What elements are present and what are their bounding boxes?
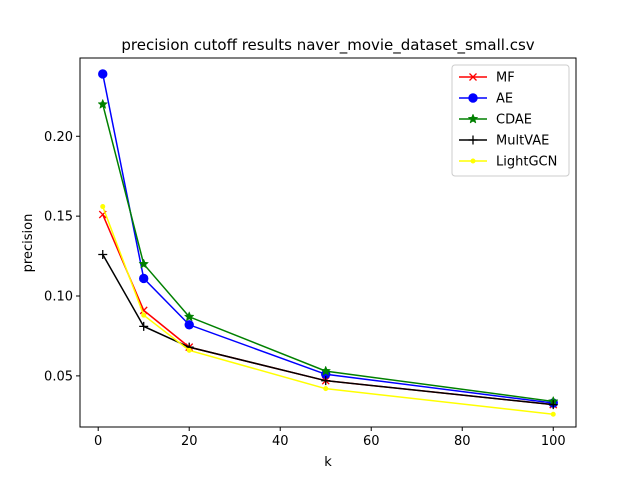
chart-title: precision cutoff results naver_movie_dat… <box>121 36 534 55</box>
data-point <box>183 311 195 322</box>
legend-label: MultVAE <box>496 134 549 149</box>
x-tick-label: 60 <box>363 434 380 449</box>
y-axis: 0.05 0.10 0.15 0.20 <box>44 130 80 384</box>
data-point <box>321 376 331 386</box>
y-tick-label: 0.05 <box>44 369 73 384</box>
series-mf <box>98 210 558 409</box>
series-lightgcn <box>100 204 556 417</box>
data-point <box>548 400 558 410</box>
data-point <box>139 321 149 331</box>
data-point <box>186 347 192 353</box>
legend-label: LightGCN <box>496 155 557 170</box>
data-point <box>550 411 556 417</box>
data-point <box>323 386 329 392</box>
legend-marker <box>467 113 479 124</box>
legend-item: MF <box>459 71 515 86</box>
legend-marker <box>468 93 478 103</box>
legend-label: MF <box>496 71 515 86</box>
legend-marker <box>469 73 477 81</box>
legend-label: AE <box>496 92 513 107</box>
y-tick-label: 0.20 <box>44 130 73 145</box>
legend-label: CDAE <box>496 113 532 128</box>
data-point <box>141 312 147 318</box>
legend-box <box>451 64 570 177</box>
legend-item: LightGCN <box>459 155 557 170</box>
x-tick-label: 40 <box>272 434 289 449</box>
x-axis-label: k <box>324 455 332 470</box>
data-point <box>98 69 108 79</box>
legend: MF AE CDAE MultVAE LightGCN <box>451 64 570 177</box>
x-tick-label: 80 <box>454 434 471 449</box>
data-point <box>184 320 194 330</box>
data-point <box>138 258 150 269</box>
data-point <box>97 98 109 109</box>
x-tick-label: 0 <box>94 434 102 449</box>
data-point <box>139 273 149 284</box>
data-point <box>98 249 108 259</box>
y-tick-label: 0.10 <box>44 290 73 305</box>
x-axis: 0 20 40 60 80 100 <box>94 427 566 449</box>
legend-item: AE <box>459 92 513 107</box>
legend-marker <box>468 135 478 145</box>
legend-item: MultVAE <box>459 134 549 149</box>
data-point <box>320 365 332 376</box>
series-cdae <box>97 98 559 407</box>
data-point <box>100 204 106 210</box>
legend-marker <box>470 158 476 164</box>
y-axis-label: precision <box>21 214 36 273</box>
plot-frame <box>79 57 577 428</box>
y-tick-label: 0.15 <box>44 210 73 225</box>
plot-area <box>97 69 559 417</box>
legend-item: CDAE <box>459 113 532 128</box>
x-tick-label: 20 <box>181 434 198 449</box>
x-tick-label: 100 <box>541 434 566 449</box>
